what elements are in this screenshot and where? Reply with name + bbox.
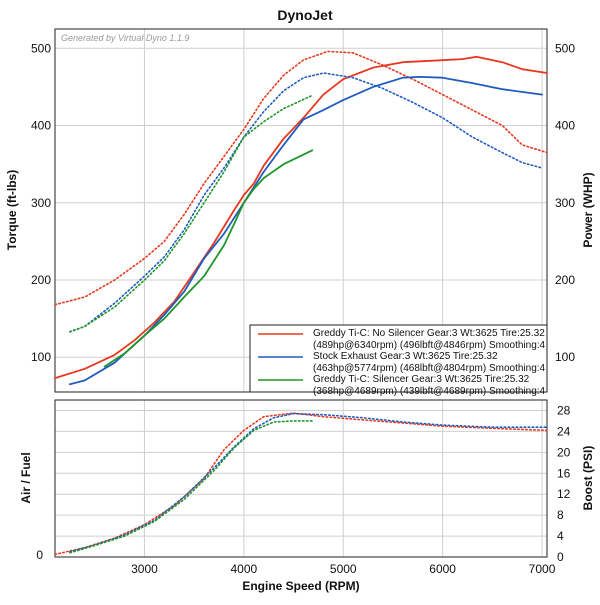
power-tick-label: 400 [555,119,575,133]
rpm-tick-label: 5000 [330,562,357,576]
rpm-tick-label: 4000 [230,562,257,576]
power-axis-title: Power (WHP) [581,172,595,247]
torque-axis-title: Torque (ft-lbs) [5,170,19,250]
bottom-series [54,412,548,556]
legend-box [249,324,548,393]
air-fuel-tick-label: 0 [36,548,43,562]
power-tick-label: 500 [555,41,575,55]
rpm-axis-title: Engine Speed (RPM) [242,579,359,593]
rpm-tick-label: 6000 [429,562,456,576]
power-tick-label: 200 [555,273,575,287]
torque-tick-label: 400 [31,119,51,133]
boost-tick-label: 0 [557,550,564,564]
legend: Greddy Ti-C: No Silencer Gear:3 Wt:3625 … [249,324,548,397]
legend-entry-0-line1: Greddy Ti-C: No Silencer Gear:3 Wt:3625 … [313,328,545,339]
rpm-tick-label: 7000 [529,562,556,576]
bottom-blue-boost-line [69,412,548,553]
power-tick-label: 300 [555,196,575,210]
legend-entry-2-line1: Greddy Ti-C: Silencer Gear:3 Wt:3625 Tir… [313,374,530,385]
top-red-torque-line [54,50,548,306]
top-series [54,50,548,386]
boost-axis-title: Boost (PSI) [581,446,595,511]
boost-tick-label: 8 [557,508,564,522]
legend-entry-1-line2: (463hp@5774rpm) (468lbft@4804rpm) Smooth… [313,363,546,374]
legend-entry-2-line2: (368hp@4689rpm) (439lbft@4689rpm) Smooth… [313,386,546,397]
chart-title: DynoJet [277,7,333,23]
top-red-power-line [54,55,548,380]
power-tick-label: 100 [555,350,575,364]
bottom-grid [55,400,547,557]
legend-entry-1-line1: Stock Exhaust Gear:3 Wt:3625 Tire:25.32 [313,351,498,362]
bottom-panel-frame [54,399,548,558]
boost-tick-label: 28 [557,403,571,417]
boost-tick-label: 16 [557,466,571,480]
bottom-red-boost-line [54,412,548,556]
top-blue-power-line [69,76,543,386]
top-green-torque-line [69,94,314,333]
torque-tick-label: 500 [31,41,51,55]
bottom-green-boost-line [69,420,314,554]
boost-tick-label: 20 [557,445,571,459]
top-tick-labels: 100 200 300 400 500 100 200 300 400 500 [31,41,575,364]
torque-tick-label: 200 [31,273,51,287]
boost-tick-label: 4 [557,529,564,543]
legend-entry-0-line2: (489hp@6340rpm) (496lbft@4846rpm) Smooth… [313,340,546,351]
rpm-tick-label: 3000 [131,562,158,576]
torque-tick-label: 100 [31,350,51,364]
top-green-power-line [103,149,314,368]
generator-label: Generated by Virtual Dyno 1.1.9 [61,33,189,43]
boost-tick-label: 12 [557,487,571,501]
torque-tick-label: 300 [31,196,51,210]
air-fuel-axis-title: Air / Fuel [19,452,33,503]
boost-tick-label: 24 [557,424,571,438]
